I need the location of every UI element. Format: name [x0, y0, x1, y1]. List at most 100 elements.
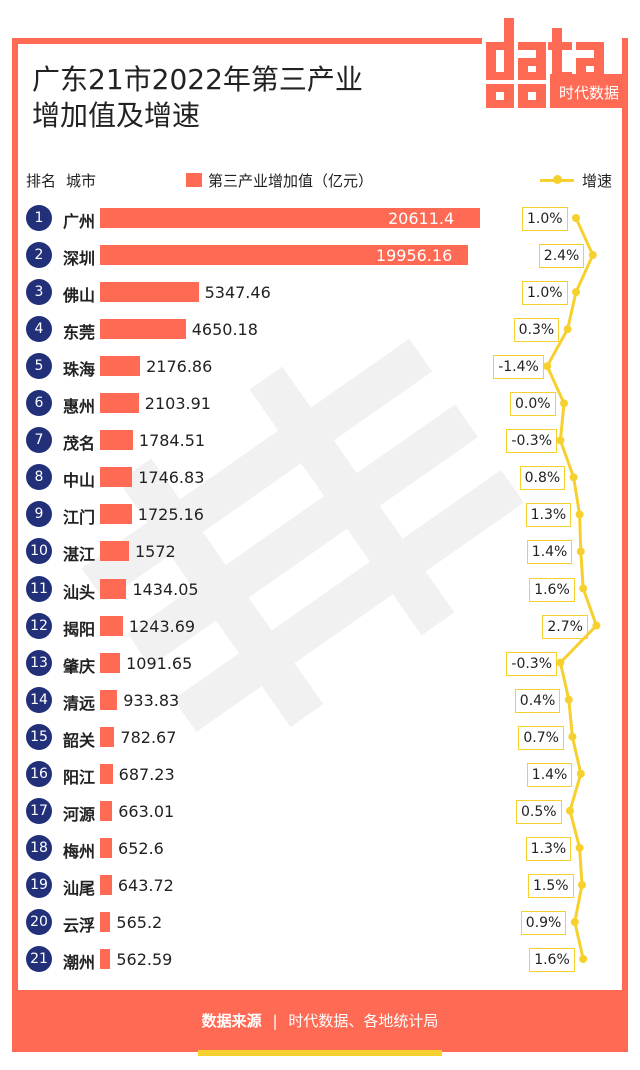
growth-point: [579, 955, 588, 963]
growth-label: -0.3%: [506, 651, 558, 676]
value-label: 1572: [134, 542, 176, 562]
value-label: 1243.69: [128, 616, 196, 636]
rank-badge: 12: [26, 612, 52, 639]
value-bar: [100, 282, 199, 303]
table-row: 5 珠海 2176.86 -1.4%: [0, 349, 640, 383]
city-label: 清远: [63, 693, 96, 713]
value-label: 562.59: [116, 950, 173, 969]
rank-badge: 8: [26, 464, 52, 491]
footer-source: 时代数据、各地统计局: [288, 1012, 439, 1030]
chart-title: 广东21市2022年第三产业 增加值及增速: [32, 62, 452, 134]
growth-point: [570, 917, 579, 926]
brand-logo: 时代数据: [486, 18, 628, 108]
header-city: 城市: [66, 172, 97, 190]
growth-label: 1.4%: [526, 762, 573, 787]
chart-title-line2: 增加值及增速: [32, 99, 201, 132]
legend-bar-label: 第三产业增加值（亿元）: [208, 172, 374, 190]
value-label: 687.23: [118, 764, 175, 784]
footer-separator: |: [272, 1012, 278, 1030]
growth-point: [576, 547, 585, 556]
city-label: 惠州: [63, 397, 96, 417]
value-bar: [100, 726, 115, 747]
value-bar: [100, 541, 129, 562]
growth-point: [543, 362, 552, 371]
table-row: 2 深圳 19956.16 2.4%: [0, 238, 640, 272]
growth-label: 1.0%: [522, 207, 568, 231]
value-label: 652.6: [118, 838, 164, 858]
table-row: 16 阳江 687.23 1.4%: [0, 757, 640, 791]
table-row: 7 茂名 1784.51 -0.3%: [0, 423, 640, 457]
city-label: 汕头: [63, 582, 96, 602]
value-bar: [100, 949, 111, 969]
value-bar: [100, 837, 113, 858]
footer-accent: [198, 1050, 442, 1056]
rank-badge: 11: [26, 575, 52, 602]
rank-badge: 7: [26, 427, 52, 454]
header-rank: 排名: [26, 172, 57, 190]
city-label: 中山: [63, 471, 96, 491]
rank-badge: 16: [26, 760, 52, 787]
legend-bar-swatch: [186, 173, 202, 187]
footer-source-label: 数据来源: [201, 1012, 262, 1030]
table-row: 6 惠州 2103.91 0.0%: [0, 386, 640, 420]
value-bar: [100, 430, 133, 451]
growth-label: 0.0%: [510, 392, 556, 417]
value-label: 643.72: [117, 875, 174, 895]
value-bar: [100, 763, 113, 784]
growth-point: [576, 769, 585, 778]
growth-point: [578, 880, 586, 889]
value-bar: [100, 504, 132, 525]
rank-badge: 15: [26, 723, 52, 750]
growth-point: [572, 288, 580, 297]
growth-point: [572, 214, 580, 222]
growth-point: [592, 621, 601, 630]
value-bar: [100, 578, 127, 599]
growth-point: [588, 251, 597, 260]
city-label: 韶关: [63, 730, 96, 750]
table-row: 12 揭阳 1243.69 2.7%: [0, 609, 640, 643]
rank-badge: 6: [26, 390, 52, 417]
value-bar: [100, 393, 139, 414]
value-bar: [100, 615, 123, 636]
city-label: 东莞: [63, 323, 96, 343]
city-label: 梅州: [63, 841, 96, 861]
value-bar: [100, 800, 113, 821]
frame-border-right: [622, 38, 628, 998]
growth-label: 0.7%: [518, 725, 564, 750]
brand-logo-text: 时代数据: [559, 84, 619, 102]
table-row: 11 汕头 1434.05 1.6%: [0, 572, 640, 606]
value-label: 663.01: [118, 801, 175, 821]
value-bar: [100, 874, 112, 895]
value-bar: [100, 208, 480, 228]
growth-point: [575, 510, 584, 519]
value-label: 5347.46: [204, 283, 271, 303]
value-label: 1725.16: [137, 505, 204, 525]
legend-growth-dot: [553, 175, 562, 184]
city-label: 阳江: [63, 767, 96, 787]
table-row: 10 湛江 1572 1.4%: [0, 534, 640, 568]
growth-label: 0.5%: [516, 799, 562, 824]
table-row: 13 肇庆 1091.65 -0.3%: [0, 646, 640, 680]
city-label: 云浮: [63, 915, 96, 935]
growth-label: 2.4%: [538, 244, 585, 269]
growth-series-line: [545, 217, 599, 960]
footer-text: 数据来源 | 时代数据、各地统计局: [12, 1010, 628, 1031]
growth-point: [556, 658, 565, 667]
growth-label: 0.9%: [520, 910, 567, 935]
value-label: 4650.18: [191, 320, 258, 340]
rank-badge: 1: [26, 205, 52, 231]
city-label: 揭阳: [63, 619, 96, 639]
value-label: 19956.16: [375, 246, 453, 266]
table-row: 15 韶关 782.67 0.7%: [0, 720, 640, 754]
growth-point: [568, 732, 577, 741]
growth-label: 1.6%: [529, 577, 575, 602]
growth-label: 1.0%: [522, 281, 568, 306]
growth-point: [569, 473, 578, 482]
table-row: 19 汕尾 643.72 1.5%: [0, 868, 640, 902]
rank-badge: 19: [26, 871, 52, 898]
growth-label: 1.6%: [529, 948, 575, 972]
growth-point: [563, 325, 572, 334]
rank-badge: 5: [26, 353, 52, 380]
growth-point: [556, 436, 565, 445]
